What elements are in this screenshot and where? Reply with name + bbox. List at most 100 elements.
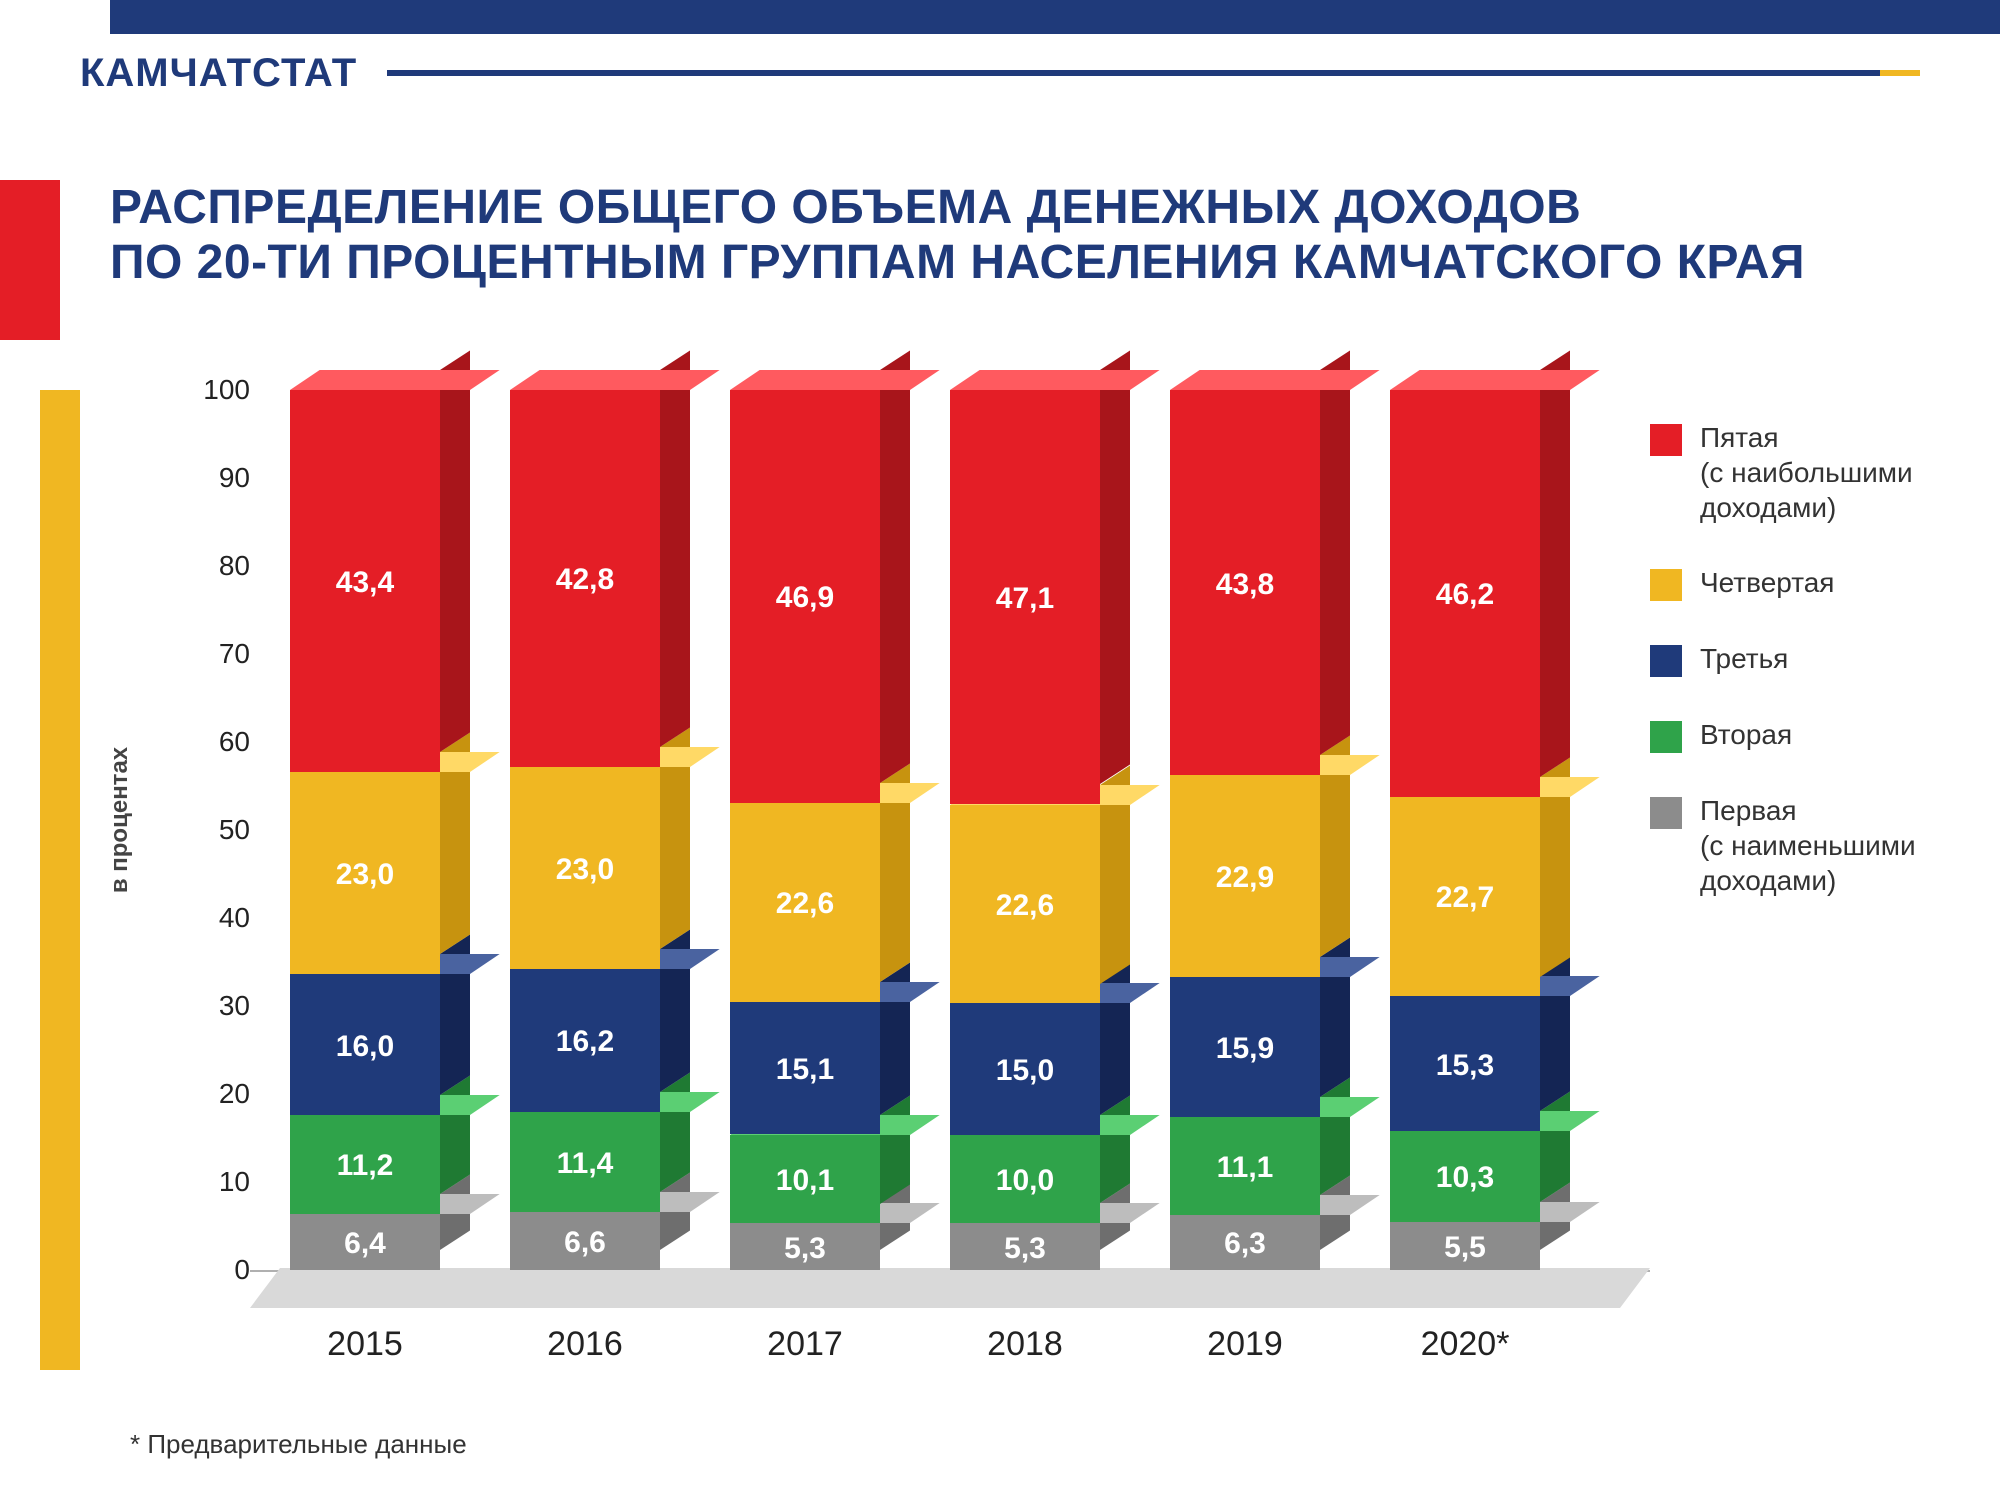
bar-value-label: 10,3 [1390,1161,1540,1195]
bar-segment: 42,8 [510,390,660,767]
chart-plot: 6,4 11,2 16,0 23,0 43,4 6,6 11,4 16,2 23,0 42,8 5,… [250,390,1650,1270]
chart-floor [250,1268,1650,1328]
top-bar [110,0,2000,34]
y-tick: 30 [200,990,250,1022]
footnote: * Предварительные данные [130,1429,467,1460]
bar-value-label: 5,3 [950,1232,1100,1266]
x-label: 2018 [987,1325,1063,1364]
legend-label: Третья [1700,641,1788,676]
yellow-accent-sidebar [40,390,80,1370]
bar-value-label: 16,2 [510,1025,660,1059]
bar-segment: 16,2 [510,969,660,1112]
bar-value-label: 23,0 [510,853,660,887]
y-tick: 90 [200,462,250,494]
bar-segment: 10,0 [950,1135,1100,1223]
red-accent-tab [0,180,60,340]
bar-value-label: 46,9 [730,581,880,615]
legend-item: Первая(с наименьшими доходами) [1650,793,1940,898]
bar-value-label: 5,5 [1390,1231,1540,1265]
bar-side [1540,351,1570,777]
bar-value-label: 15,3 [1390,1049,1540,1083]
bar-value-label: 46,2 [1390,578,1540,612]
bar-value-label: 11,1 [1170,1151,1320,1185]
legend-label: Пятая(с наибольшими доходами) [1700,420,1940,525]
legend-label: Первая(с наименьшими доходами) [1700,793,1940,898]
bar-value-label: 15,0 [950,1054,1100,1088]
title-line-1: РАСПРЕДЕЛЕНИЕ ОБЩЕГО ОБЪЕМА ДЕНЕЖНЫХ ДОХ… [110,181,1581,234]
org-name: КАМЧАТСТАТ [80,51,357,96]
bar-segment: 15,9 [1170,977,1320,1117]
y-tick: 100 [200,374,250,406]
bar-segment: 22,6 [730,803,880,1002]
bar-side [660,351,690,747]
bar-value-label: 11,2 [290,1149,440,1183]
bar-segment: 5,3 [730,1223,880,1270]
bar-side [880,351,910,783]
bar-side [440,351,470,752]
legend-swatch [1650,569,1682,601]
legend-swatch [1650,424,1682,456]
bar-top [510,370,720,390]
x-label: 2015 [327,1325,403,1364]
bar-value-label: 10,1 [730,1164,880,1198]
bar-segment: 46,2 [1390,390,1540,797]
bar-segment: 6,3 [1170,1215,1320,1270]
bar-top [1390,370,1600,390]
bar-segment: 15,3 [1390,996,1540,1131]
bar-group: 6,4 11,2 16,0 23,0 43,4 [290,390,440,1270]
bar-segment: 22,7 [1390,797,1540,997]
bar-group: 5,5 10,3 15,3 22,7 46,2 [1390,390,1540,1270]
y-tick: 0 [200,1254,250,1286]
bar-segment: 15,1 [730,1002,880,1135]
bar-segment: 16,0 [290,974,440,1115]
bar-segment: 22,6 [950,805,1100,1004]
bar-segment: 47,1 [950,390,1100,804]
bar-segment: 5,3 [950,1223,1100,1270]
header-row: КАМЧАТСТАТ [80,48,1920,98]
bar-side [660,1072,690,1192]
bar-value-label: 43,8 [1170,568,1320,602]
legend-item: Вторая [1650,717,1940,753]
bar-group: 5,3 10,0 15,0 22,6 47,1 [950,390,1100,1270]
bar-segment: 15,0 [950,1003,1100,1135]
y-tick: 40 [200,902,250,934]
bar-segment: 6,6 [510,1212,660,1270]
legend-item: Четвертая [1650,565,1940,601]
bar-segment: 43,8 [1170,390,1320,775]
x-label: 2019 [1207,1325,1283,1364]
bar-segment: 5,5 [1390,1222,1540,1270]
y-axis-label: в процентах [106,747,134,893]
bar-top [950,370,1160,390]
bar-side [1320,351,1350,756]
bar-value-label: 47,1 [950,582,1100,616]
bar-group: 5,3 10,1 15,1 22,6 46,9 [730,390,880,1270]
bar-group: 6,6 11,4 16,2 23,0 42,8 [510,390,660,1270]
bar-value-label: 23,0 [290,858,440,892]
bar-segment: 11,4 [510,1112,660,1212]
x-label: 2017 [767,1325,843,1364]
header-line [387,70,1920,76]
bar-group: 6,3 11,1 15,9 22,9 43,8 [1170,390,1320,1270]
bar-segment: 46,9 [730,390,880,803]
x-label: 2016 [547,1325,623,1364]
legend-item: Пятая(с наибольшими доходами) [1650,420,1940,525]
x-label: 2020* [1421,1325,1510,1364]
bar-value-label: 10,0 [950,1164,1100,1198]
bar-value-label: 42,8 [510,563,660,597]
chart: в процентах 0102030405060708090100 6,411… [130,380,1950,1390]
legend-label: Четвертая [1700,565,1834,600]
legend-label: Вторая [1700,717,1792,752]
bar-value-label: 22,9 [1170,861,1320,895]
bar-segment: 6,4 [290,1214,440,1270]
bar-value-label: 15,9 [1170,1032,1320,1066]
bar-side [440,1076,470,1194]
bar-value-label: 15,1 [730,1053,880,1087]
bar-value-label: 6,6 [510,1226,660,1260]
bar-segment: 22,9 [1170,775,1320,977]
bar-segment: 43,4 [290,390,440,772]
legend-swatch [1650,797,1682,829]
bar-segment: 23,0 [510,767,660,969]
title-line-2: ПО 20-ТИ ПРОЦЕНТНЫМ ГРУППАМ НАСЕЛЕНИЯ КА… [110,236,1805,289]
bar-top [290,370,500,390]
bar-value-label: 22,6 [950,889,1100,923]
